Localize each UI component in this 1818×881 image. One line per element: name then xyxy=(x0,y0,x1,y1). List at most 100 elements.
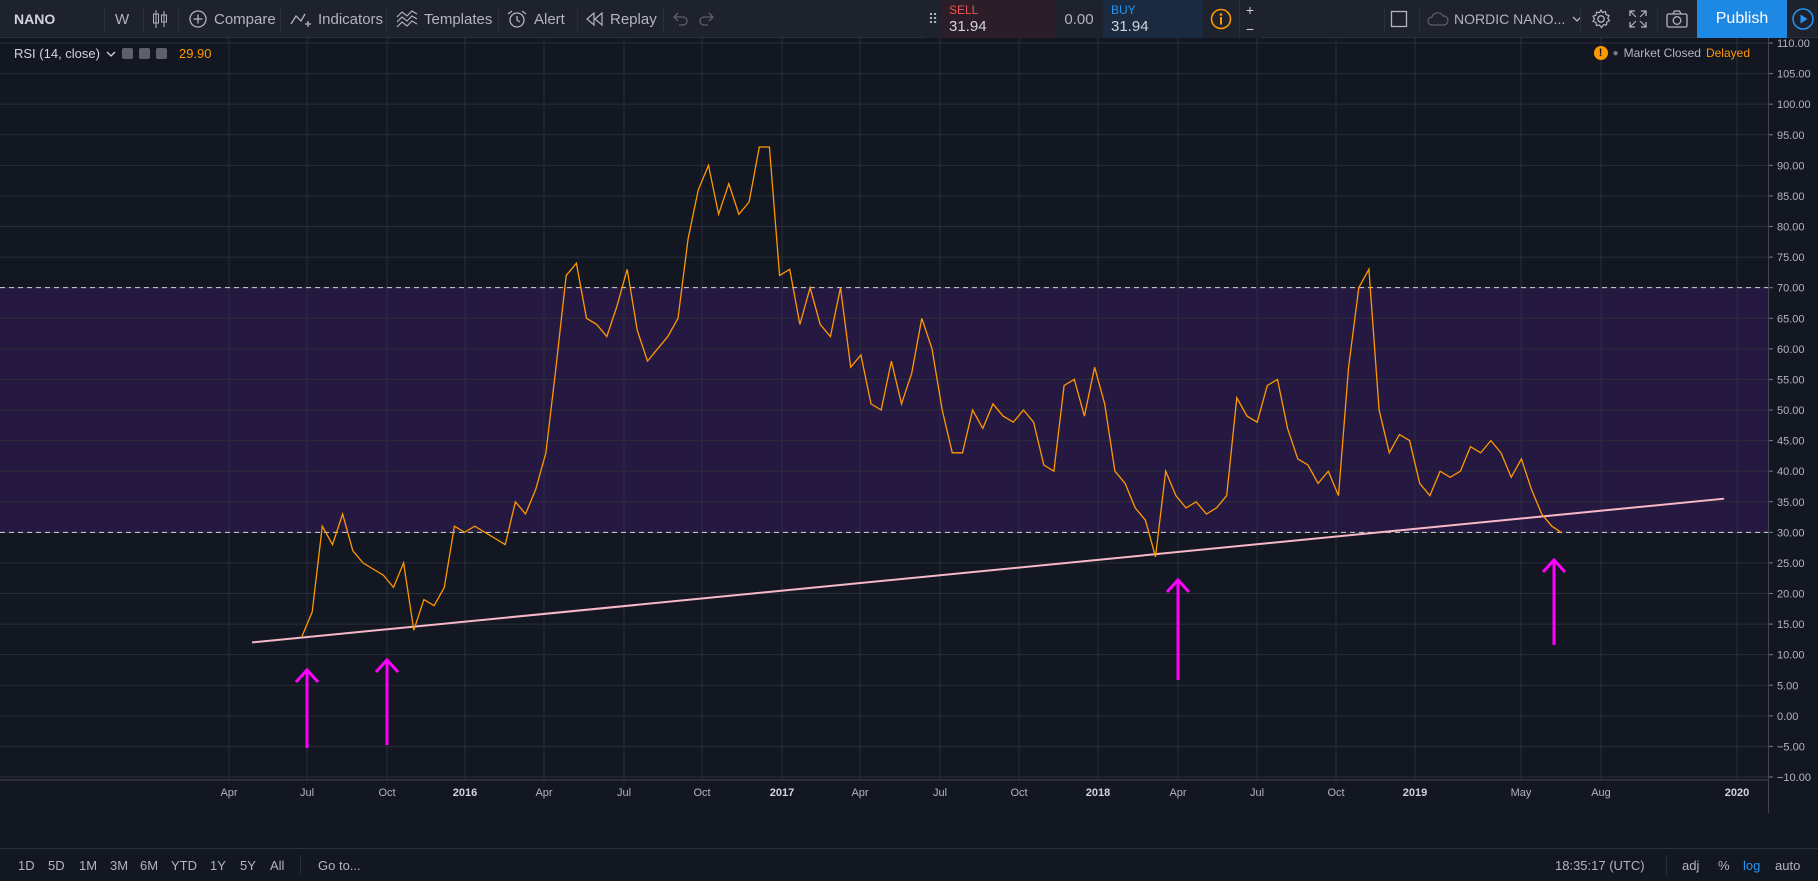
x-tick-label: Jul xyxy=(933,787,947,799)
redo-icon xyxy=(699,12,714,26)
y-tick-label: 5.00 xyxy=(1777,680,1798,692)
range-button-5d[interactable]: 5D xyxy=(48,857,65,873)
warning-icon: ! xyxy=(1593,46,1608,60)
alert-label: Alert xyxy=(534,10,565,28)
layout-button[interactable] xyxy=(1390,0,1408,38)
y-tick-label: 30.00 xyxy=(1777,527,1805,539)
templates-icon xyxy=(396,10,418,28)
range-button-ytd[interactable]: YTD xyxy=(171,857,197,873)
range-button-6m[interactable]: 6M xyxy=(140,857,159,873)
y-tick-label: 75.00 xyxy=(1777,252,1805,264)
sell-label: SELL xyxy=(949,3,979,17)
increase-button[interactable]: + xyxy=(1245,1,1255,18)
interval-button[interactable]: W xyxy=(115,10,130,28)
x-tick-label: Aug xyxy=(1591,787,1611,799)
eye-icon[interactable] xyxy=(121,48,133,59)
support-trendline[interactable] xyxy=(251,497,1725,644)
y-tick-label: 20.00 xyxy=(1777,589,1805,601)
x-tick-label: Jul xyxy=(1250,787,1264,799)
exchange-selector[interactable]: NORDIC NANO... xyxy=(1426,0,1583,38)
range-button-1d[interactable]: 1D xyxy=(18,857,35,873)
x-tick-label: Oct xyxy=(1327,787,1344,799)
up-arrow-annotation[interactable] xyxy=(1165,577,1191,680)
buy-price: 31.94 xyxy=(1111,18,1149,35)
market-closed-label: Market Closed xyxy=(1623,46,1701,60)
range-button-all[interactable]: All xyxy=(270,857,285,873)
up-arrow-annotation[interactable] xyxy=(294,667,320,748)
adj-toggle[interactable]: adj xyxy=(1682,857,1700,873)
rsi-line[interactable] xyxy=(301,146,1563,637)
y-tick-label: 100.00 xyxy=(1777,99,1811,111)
range-button-3m[interactable]: 3M xyxy=(110,857,129,873)
fullscreen-button[interactable] xyxy=(1628,0,1648,38)
range-button-1m[interactable]: 1M xyxy=(79,857,98,873)
templates-button[interactable]: Templates xyxy=(396,0,492,38)
decrease-button[interactable]: − xyxy=(1245,20,1255,37)
alert-button[interactable]: Alert xyxy=(506,0,565,38)
x-tick-label: Jul xyxy=(617,787,631,799)
info-button[interactable] xyxy=(1203,0,1239,38)
toolbar-divider xyxy=(1384,6,1385,32)
indicators-icon xyxy=(290,13,311,27)
goto-button[interactable]: Go to... xyxy=(318,857,361,873)
indicators-button[interactable]: Indicators xyxy=(290,0,383,38)
chart-type-button[interactable] xyxy=(151,0,169,38)
publish-button[interactable]: Publish xyxy=(1697,0,1787,38)
chevron-down-icon[interactable] xyxy=(106,50,116,58)
settings-button[interactable] xyxy=(1590,0,1612,38)
buy-button[interactable]: BUY 31.94 xyxy=(1103,0,1203,38)
top-toolbar: NANO W Compare Indicators xyxy=(0,0,1818,38)
range-button-1y[interactable]: 1Y xyxy=(210,857,226,873)
rsi-chart[interactable]: Apr Jul Oct 2016 Apr Jul Oct 2017 Apr Jul Oct 2018 A… xyxy=(0,38,1768,813)
x-tick-label: 2019 xyxy=(1403,787,1427,799)
symbol-label[interactable]: NANO xyxy=(14,11,56,27)
range-button-5y[interactable]: 5Y xyxy=(240,857,256,873)
y-tick-label: 105.00 xyxy=(1777,69,1811,81)
fullscreen-icon xyxy=(1629,10,1647,28)
clock-time[interactable]: 18:35:17 (UTC) xyxy=(1555,857,1645,873)
camera-icon xyxy=(1666,10,1688,28)
compare-button[interactable]: Compare xyxy=(188,0,276,38)
close-icon[interactable] xyxy=(155,48,167,59)
bottom-divider xyxy=(300,855,301,875)
up-arrow-annotation[interactable] xyxy=(374,657,400,745)
x-tick-label: Oct xyxy=(1010,787,1027,799)
gear-icon[interactable] xyxy=(138,48,150,59)
y-tick-label: 95.00 xyxy=(1777,130,1805,142)
replay-label: Replay xyxy=(610,10,657,28)
percent-toggle[interactable]: % xyxy=(1718,857,1730,873)
y-tick-label: 60.00 xyxy=(1777,344,1805,356)
bottom-toolbar: 1D 5D 1M 3M 6M YTD 1Y 5Y All Go to... 18:35:17 (… xyxy=(0,848,1818,880)
toolbar-divider xyxy=(1419,6,1420,32)
log-toggle[interactable]: log xyxy=(1743,857,1761,873)
redo-button[interactable] xyxy=(698,0,716,38)
replay-button[interactable]: Replay xyxy=(586,0,657,38)
drag-handle-icon[interactable]: ⠿ xyxy=(925,0,941,38)
indicator-name: RSI (14, close) xyxy=(14,46,100,61)
info-icon xyxy=(1210,8,1232,30)
x-tick-label: May xyxy=(1511,787,1532,799)
up-arrow-annotation[interactable] xyxy=(1541,557,1567,645)
undo-button[interactable] xyxy=(671,0,689,38)
sell-button[interactable]: SELL 31.94 xyxy=(941,0,1055,38)
snapshot-button[interactable] xyxy=(1665,0,1689,38)
indicator-legend[interactable]: RSI (14, close) 29.90 xyxy=(14,46,212,61)
x-tick-label: Oct xyxy=(378,787,395,799)
bottom-divider xyxy=(1666,855,1667,875)
chart-pane[interactable]: Apr Jul Oct 2016 Apr Jul Oct 2017 Apr Jul Oct 2018 A… xyxy=(0,38,1768,813)
y-tick-label: 110.00 xyxy=(1777,38,1810,50)
price-scale[interactable]: 110.00 105.00 100.00 95.00 90.00 85.00 80.00 75… xyxy=(1768,38,1818,813)
auto-toggle[interactable]: auto xyxy=(1775,857,1801,873)
toolbar-divider xyxy=(577,6,578,32)
y-tick-label: 40.00 xyxy=(1777,466,1805,478)
replay-play-button[interactable] xyxy=(1791,0,1815,38)
x-tick-label: Apr xyxy=(1169,787,1186,799)
y-tick-label: 65.00 xyxy=(1777,313,1805,325)
x-tick-label: Apr xyxy=(220,787,237,799)
y-tick-label: 80.00 xyxy=(1777,222,1805,234)
y-tick-label: 10.00 xyxy=(1777,650,1805,662)
compare-label: Compare xyxy=(214,10,276,28)
arrow-head xyxy=(1165,577,1191,594)
status-dot-icon: ● xyxy=(1612,47,1619,59)
sell-price: 31.94 xyxy=(949,18,987,35)
